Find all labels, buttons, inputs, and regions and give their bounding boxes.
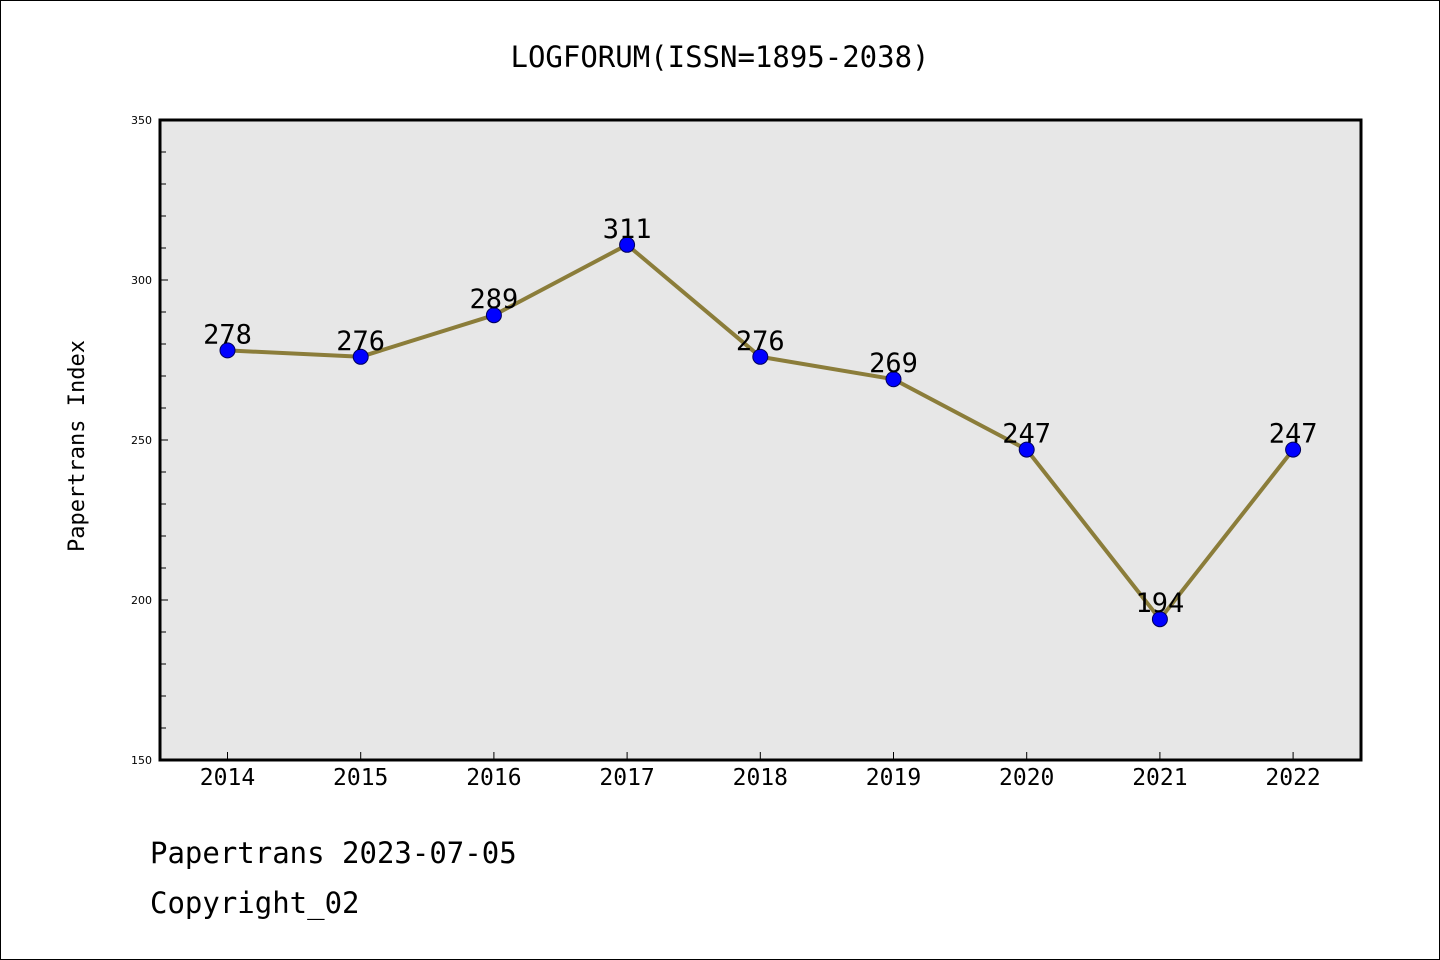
footer-copyright: Copyright_02	[150, 886, 360, 920]
x-tick-label: 2016	[466, 765, 521, 791]
data-label: 276	[336, 326, 385, 357]
x-axis: 2014 2015 2016 2017 2018 2019 2020 2021 2022	[200, 752, 1321, 791]
data-label: 311	[603, 214, 652, 245]
data-label: 247	[1269, 419, 1318, 450]
data-label: 194	[1136, 588, 1185, 619]
y-tick-label: 300	[131, 274, 152, 287]
data-point	[752, 348, 769, 365]
data-label: 269	[869, 348, 918, 379]
data-point	[352, 348, 369, 365]
data-point	[1285, 441, 1302, 458]
x-tick-label: 2018	[733, 765, 788, 791]
x-tick-label: 2017	[599, 765, 654, 791]
x-tick-label: 2021	[1132, 765, 1187, 791]
data-point	[1018, 441, 1035, 458]
data-label: 276	[736, 326, 785, 357]
data-point	[619, 236, 636, 253]
y-tick-label: 150	[131, 754, 152, 767]
series-group: 278 276 289 311 276 269 247 194 247	[203, 214, 1318, 628]
data-label: 247	[1002, 419, 1051, 450]
data-point	[885, 371, 902, 388]
footer-date: Papertrans 2023-07-05	[150, 836, 517, 870]
data-point	[485, 307, 502, 324]
x-tick-label: 2020	[999, 765, 1054, 791]
data-label: 278	[203, 319, 252, 350]
x-tick-label: 2022	[1265, 765, 1320, 791]
y-tick-label: 250	[131, 434, 152, 447]
y-axis: 150 200 250 300 350	[131, 114, 168, 767]
x-tick-label: 2015	[333, 765, 388, 791]
chart-title: LOGFORUM(ISSN=1895-2038)	[510, 40, 929, 74]
data-point	[219, 342, 236, 359]
x-tick-label: 2014	[200, 765, 255, 791]
y-tick-label: 350	[131, 114, 152, 127]
y-axis-label: Papertrans Index	[65, 340, 90, 552]
data-label: 289	[470, 284, 519, 315]
data-point	[1151, 611, 1168, 628]
plot-area	[158, 118, 1363, 762]
x-tick-label: 2019	[866, 765, 921, 791]
y-tick-label: 200	[131, 594, 152, 607]
